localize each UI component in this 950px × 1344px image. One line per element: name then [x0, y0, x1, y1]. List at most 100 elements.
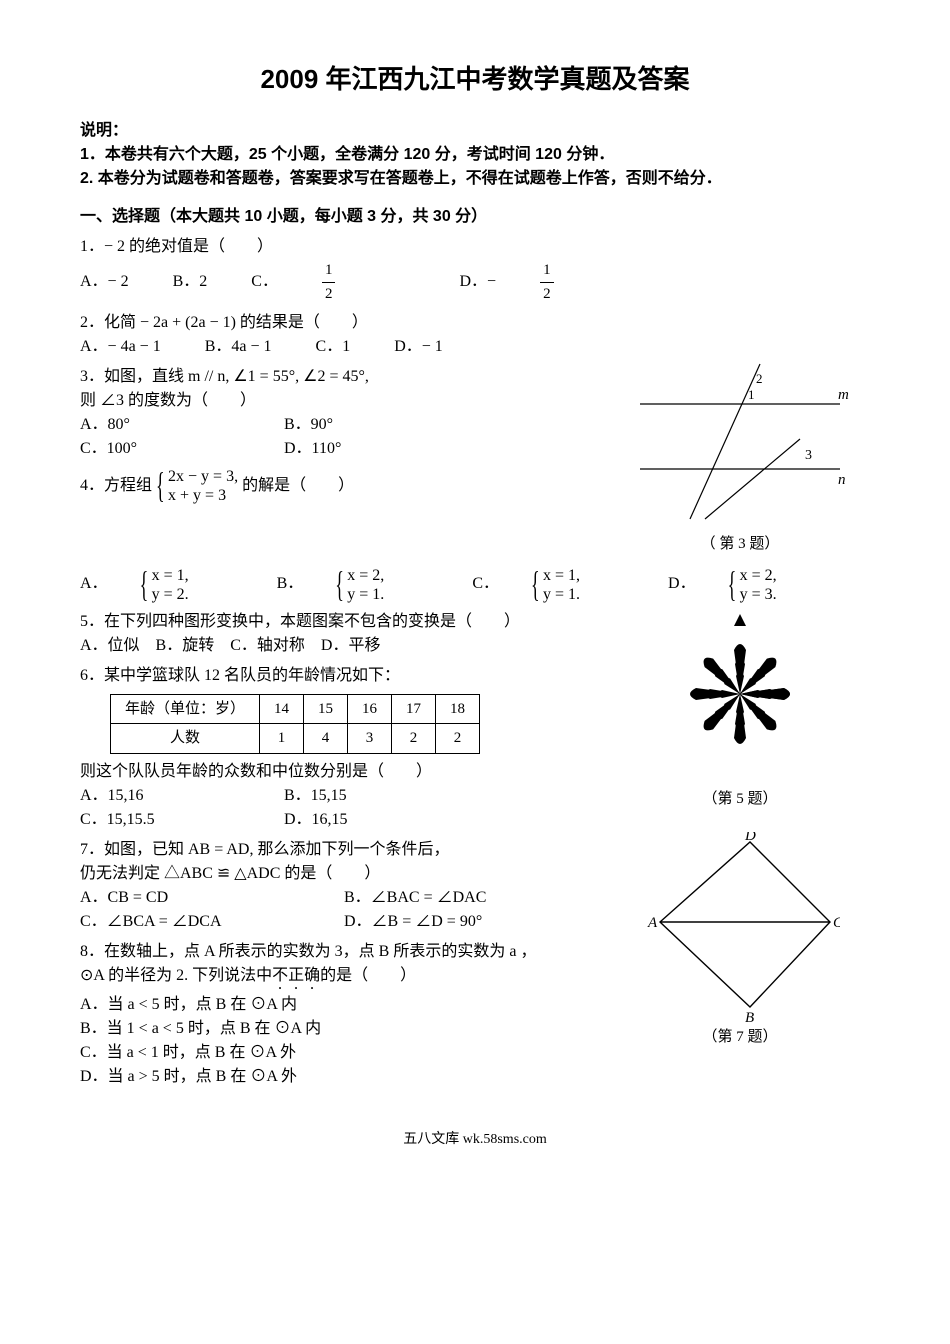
question-7-row: 7．如图，已知 AB = AD, 那么添加下列一个条件后， 仍无法判定 △ABC… [80, 832, 870, 1089]
q6-opt-a: A．15,16 [80, 784, 240, 808]
question-3: 3．如图，直线 m // n, ∠1 = 55°, ∠2 = 45°, 则 ∠3… [80, 365, 610, 461]
q6-count-1: 4 [304, 724, 348, 754]
q1-options: A．− 2 B．2 C． 1 2 D．− 1 2 [80, 259, 870, 305]
question-5: 5．在下列四种图形变换中，本题图案不包含的变换是（ ） A．位似 B．旋转 C．… [80, 610, 610, 658]
question-8: 8．在数轴上，点 A 所表示的实数为 3，点 B 所表示的实数为 a ， ⊙A … [80, 940, 610, 1089]
q3-caption: （ 第 3 题） [610, 533, 870, 556]
q6-age-2: 16 [348, 694, 392, 724]
q3-options-2: C．100° D．110° [80, 437, 610, 461]
q8-s1: 8．在数轴上，点 A 所表示的实数为 3，点 B 所表示的实数为 a ， [80, 940, 610, 964]
question-1: 1．− 2 的绝对值是（ ） A．− 2 B．2 C． 1 2 D．− 1 2 [80, 235, 870, 305]
q8-opt-c: C．当 a < 1 时，点 B 在 ⊙A 外 [80, 1041, 610, 1065]
q7-s1: 7．如图，已知 AB = AD, 那么添加下列一个条件后， [80, 838, 610, 862]
q6-table: 年龄（单位：岁） 14 15 16 17 18 人数 1 4 3 2 2 [110, 694, 480, 754]
q6-stem: 6．某中学篮球队 12 名队员的年龄情况如下： [80, 664, 610, 688]
q4-options: A． x = 1, y = 2. B． x = 2, y = 1. C． x =… [80, 566, 870, 604]
q6-opt-b: B．15,15 [284, 784, 347, 808]
page-footer: 五八文库 wk.58sms.com [80, 1129, 870, 1150]
q6-count-2: 3 [348, 724, 392, 754]
q4-opt-d: D． x = 2, y = 3. [668, 566, 833, 604]
q3-label-1: 1 [748, 387, 755, 402]
fraction-1-2: 1 2 [322, 259, 376, 305]
q7-opt-b: B．∠BAC = ∠DAC [344, 886, 486, 910]
q3-label-2: 2 [756, 371, 763, 386]
q3-stem-1: 3．如图，直线 m // n, ∠1 = 55°, ∠2 = 45°, [80, 365, 610, 389]
instruction-1: 1．本卷共有六个大题，25 个小题，全卷满分 120 分，考试时间 120 分钟… [80, 143, 870, 167]
q7-figure: A C D B （第 7 题） [610, 832, 870, 1049]
q6-count-3: 2 [392, 724, 436, 754]
q5-svg [650, 604, 830, 784]
q5-figure: （第 5 题） [610, 604, 870, 811]
q3-options-1: A．80° B．90° [80, 413, 610, 437]
q6-age-3: 17 [392, 694, 436, 724]
q6-opt-d: D．16,15 [284, 808, 348, 832]
q3-label-3: 3 [805, 448, 812, 463]
q3-opt-c: C．100° [80, 437, 240, 461]
q1-stem: 1．− 2 的绝对值是（ ） [80, 235, 870, 259]
q6-count-0: 1 [260, 724, 304, 754]
q4-opt-b: B． x = 2, y = 1. [277, 566, 441, 604]
q6-th: 年龄（单位：岁） [111, 694, 260, 724]
q6-age-0: 14 [260, 694, 304, 724]
section-head-1: 一、选择题（本大题共 10 小题，每小题 3 分，共 30 分） [80, 205, 870, 229]
q5-opts: A．位似 B．旋转 C．轴对称 D．平移 [80, 634, 610, 658]
q1-opt-c: C． 1 2 [251, 259, 415, 305]
question-5-row: 5．在下列四种图形变换中，本题图案不包含的变换是（ ） A．位似 B．旋转 C．… [80, 604, 870, 832]
q7-label-b: B [745, 1010, 754, 1022]
q2-stem: 2．化简 − 2a + (2a − 1) 的结果是（ ） [80, 311, 870, 335]
q8-opt-b: B．当 1 < a < 5 时，点 B 在 ⊙A 内 [80, 1017, 610, 1041]
q5-stem: 5．在下列四种图形变换中，本题图案不包含的变换是（ ） [80, 610, 610, 634]
q7-label-c: C [833, 915, 840, 931]
q6-count-4: 2 [436, 724, 480, 754]
q4-opt-c: C． x = 1, y = 1. [472, 566, 636, 604]
instructions-label: 说明： [80, 119, 870, 143]
q1-opt-d: D．− 1 2 [459, 259, 633, 305]
q7-s2: 仍无法判定 △ABC ≌ △ADC 的是（ ） [80, 862, 610, 886]
q6-options-1: A．15,16 B．15,15 [80, 784, 610, 808]
q7-svg: A C D B [640, 832, 840, 1022]
q4-opt-a: A． x = 1, y = 2. [80, 566, 245, 604]
q4-stem-pre: 4．方程组 [80, 477, 152, 494]
q2-opt-d: D．− 1 [394, 335, 443, 359]
table-row: 年龄（单位：岁） 14 15 16 17 18 [111, 694, 480, 724]
q7-opt-c: C．∠BCA = ∠DCA [80, 910, 300, 934]
question-7: 7．如图，已知 AB = AD, 那么添加下列一个条件后， 仍无法判定 △ABC… [80, 838, 610, 934]
question-3-row: 3．如图，直线 m // n, ∠1 = 55°, ∠2 = 45°, 则 ∠3… [80, 359, 870, 556]
q1-opt-a: A．− 2 [80, 270, 129, 294]
q4-system: 2x − y = 3, x + y = 3 [156, 467, 238, 505]
q3-svg: m n 1 2 3 [630, 359, 850, 529]
q3-opt-b: B．90° [284, 413, 333, 437]
q3-opt-a: A．80° [80, 413, 240, 437]
q3-figure: m n 1 2 3 （ 第 3 题） [610, 359, 870, 556]
q6-age-1: 15 [304, 694, 348, 724]
q7-opt-d: D．∠B = ∠D = 90° [344, 910, 482, 934]
q2-opt-b: B．4a − 1 [205, 335, 272, 359]
q6-age-4: 18 [436, 694, 480, 724]
q1-opt-b: B．2 [173, 270, 208, 294]
question-2: 2．化简 − 2a + (2a − 1) 的结果是（ ） A．− 4a − 1 … [80, 311, 870, 359]
q8-emph: 不正确 [272, 967, 320, 984]
q7-label-a: A [647, 915, 658, 931]
q3-label-m: m [838, 387, 849, 403]
q7-opt-a: A．CB = CD [80, 886, 300, 910]
q2-opt-c: C．1 [316, 335, 351, 359]
q8-s2: ⊙A 的半径为 2. 下列说法中不正确的是（ ） [80, 964, 610, 993]
q5-caption: （第 5 题） [610, 788, 870, 811]
page-title: 2009 年江西九江中考数学真题及答案 [80, 60, 870, 99]
q7-caption: （第 7 题） [610, 1026, 870, 1049]
q4-stem-post: 的解是（ ） [242, 477, 354, 494]
q7-options-2: C．∠BCA = ∠DCA D．∠B = ∠D = 90° [80, 910, 610, 934]
q6-opt-c: C．15,15.5 [80, 808, 240, 832]
q6-options-2: C．15,15.5 D．16,15 [80, 808, 610, 832]
q7-options-1: A．CB = CD B．∠BAC = ∠DAC [80, 886, 610, 910]
instruction-2: 2. 本卷分为试题卷和答题卷，答案要求写在答题卷上，不得在试题卷上作答，否则不给… [80, 167, 870, 191]
question-4: 4．方程组 2x − y = 3, x + y = 3 的解是（ ） [80, 467, 610, 505]
q2-opt-a: A．− 4a − 1 [80, 335, 161, 359]
q6-tail: 则这个队队员年龄的众数和中位数分别是（ ） [80, 760, 610, 784]
q8-opt-a: A．当 a < 5 时，点 B 在 ⊙A 内 [80, 993, 610, 1017]
question-6: 6．某中学篮球队 12 名队员的年龄情况如下： 年龄（单位：岁） 14 15 1… [80, 664, 610, 832]
q3-stem-2: 则 ∠3 的度数为（ ） [80, 389, 610, 413]
table-row: 人数 1 4 3 2 2 [111, 724, 480, 754]
fraction-1-2-neg: 1 2 [540, 259, 594, 305]
q3-label-n: n [838, 472, 846, 488]
